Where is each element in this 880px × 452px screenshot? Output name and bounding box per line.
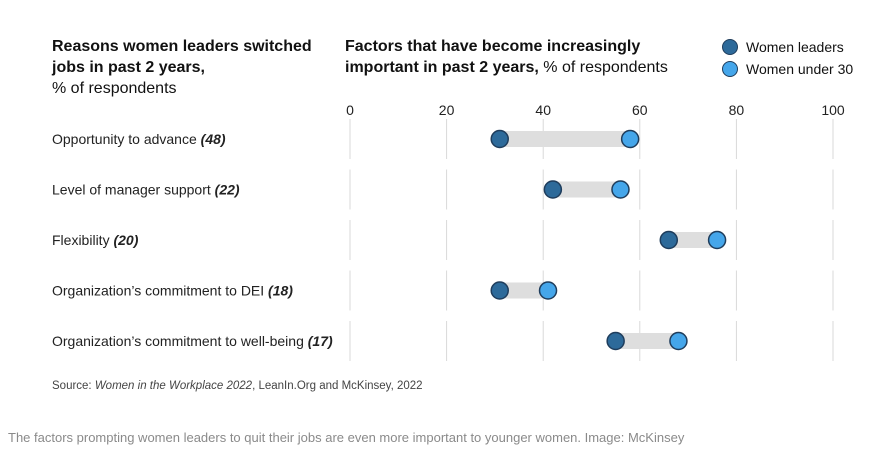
right-title-bold: Factors that have become increasingly im… <box>345 38 641 76</box>
legend-item-women-leaders: Women leaders <box>722 36 853 58</box>
legend-label-women-under-30: Women under 30 <box>746 61 854 77</box>
legend-dot-women-leaders <box>722 39 738 55</box>
point-women-under-30 <box>707 230 727 250</box>
image-caption: The factors prompting women leaders to q… <box>8 430 685 445</box>
category-label: Organization’s commitment to DEI (18) <box>52 283 293 299</box>
legend-item-women-under-30: Women under 30 <box>722 58 853 80</box>
source-note: Source: Women in the Workplace 2022, Lea… <box>52 380 423 392</box>
x-tick-label: 20 <box>439 102 455 118</box>
x-tick-label: 60 <box>632 102 648 118</box>
category-value-label: (22) <box>215 182 240 198</box>
category-label: Flexibility (20) <box>52 232 139 248</box>
point-women-under-30 <box>669 331 688 351</box>
legend: Women leaders Women under 30 <box>722 36 853 80</box>
category-value-label: (48) <box>201 131 226 147</box>
point-women-under-30 <box>611 180 630 199</box>
point-women-under-30 <box>538 281 558 300</box>
source-title: Women in the Workplace 2022 <box>94 380 253 392</box>
point-women-leaders <box>659 230 679 250</box>
category-label: Opportunity to advance (48) <box>52 131 226 147</box>
dumbbell-chart: 0 20 40 60 80 100 Opportunity to advance (48) L… <box>52 102 845 361</box>
point-women-leaders <box>490 281 509 300</box>
category-label: Organization’s commitment to well-being … <box>52 333 333 349</box>
category-value-label: (18) <box>268 283 293 299</box>
point-women-leaders <box>543 180 563 199</box>
x-tick-label: 0 <box>346 102 354 118</box>
right-title: Factors that have become increasingly im… <box>345 36 715 78</box>
left-title: Reasons women leaders switched jobs in p… <box>52 36 322 99</box>
source-prefix: Source: <box>52 380 95 392</box>
x-tick-label: 80 <box>729 102 745 118</box>
category-label: Level of manager support (22) <box>52 182 240 198</box>
x-tick-label: 100 <box>821 102 845 118</box>
point-women-leaders <box>490 129 509 149</box>
left-title-bold: Reasons women leaders switched jobs in p… <box>52 38 312 76</box>
left-title-unit: % of respondents <box>52 80 177 97</box>
legend-dot-women-under-30 <box>722 61 738 77</box>
source-suffix: , LeanIn.Org and McKinsey, 2022 <box>252 380 423 392</box>
legend-label-women-leaders: Women leaders <box>746 39 844 55</box>
category-value-label: (20) <box>113 232 138 248</box>
x-tick-label: 40 <box>535 102 551 118</box>
right-title-unit: % of respondents <box>538 59 668 76</box>
category-value-label: (17) <box>308 333 333 349</box>
point-women-under-30 <box>620 129 640 149</box>
point-women-leaders <box>606 331 625 351</box>
